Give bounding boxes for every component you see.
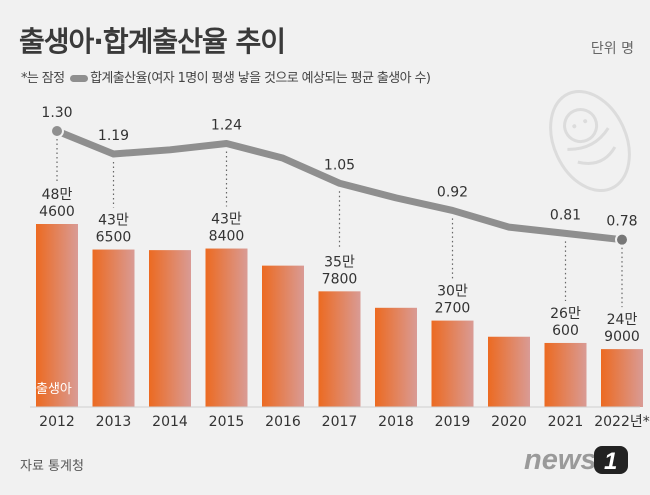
svg-text:news: news bbox=[524, 444, 597, 476]
bar-2018 bbox=[375, 307, 417, 407]
x-tick-label: 2019 bbox=[435, 414, 471, 430]
legend-line-label: 합계출산율(여자 1명이 평생 낳을 것으로 예상되는 평균 출생아 수) bbox=[90, 71, 431, 86]
x-tick-label: 2015 bbox=[209, 414, 245, 430]
x-tick-label: 2012 bbox=[39, 414, 75, 430]
unit-label: 단위 명 bbox=[590, 41, 634, 57]
bar-2017 bbox=[318, 291, 361, 407]
legend-line-swatch bbox=[70, 75, 89, 82]
rate-value-label: 1.19 bbox=[98, 128, 129, 144]
x-tick-label: 2021 bbox=[548, 414, 584, 430]
bar-value-label: 48만 4600 bbox=[39, 187, 75, 220]
svg-text:1: 1 bbox=[604, 448, 617, 475]
bar-2021 bbox=[544, 342, 587, 407]
bar-value-label: 35만 7800 bbox=[322, 254, 358, 287]
legend-note: *는 잠정 bbox=[21, 71, 65, 86]
fertility-rate-line bbox=[53, 127, 626, 244]
bar-2019 bbox=[431, 320, 474, 407]
rate-value-label: 0.81 bbox=[550, 207, 581, 223]
bar-value-label: 24만 9000 bbox=[604, 312, 640, 345]
source-note: 자료 통계청 bbox=[20, 459, 84, 474]
x-tick-label: 2014 bbox=[152, 414, 188, 430]
line-start-point bbox=[50, 124, 64, 138]
x-tick-label: 2013 bbox=[96, 414, 132, 430]
x-tick-label: 2018 bbox=[378, 414, 414, 430]
bar-2015 bbox=[205, 248, 248, 407]
rate-value-label: 1.30 bbox=[41, 105, 72, 121]
x-tick-label: 2016 bbox=[265, 414, 301, 430]
rate-value-label: 0.92 bbox=[437, 184, 468, 200]
rate-value-label: 1.05 bbox=[324, 157, 355, 173]
bar-2022년* bbox=[601, 349, 643, 407]
bar-value-label: 26만 600 bbox=[550, 306, 581, 339]
rate-value-label: 0.78 bbox=[606, 214, 637, 230]
x-tick-label: 2022년* bbox=[594, 414, 650, 430]
baby-icon bbox=[549, 89, 631, 193]
rate-value-label: 1.24 bbox=[211, 118, 242, 134]
bar-series-label: 출생아 bbox=[36, 382, 72, 397]
bar-2014 bbox=[149, 250, 191, 407]
bar-2016 bbox=[262, 265, 304, 407]
bar-2013 bbox=[92, 249, 135, 407]
line-end-point bbox=[615, 232, 629, 247]
bar-2020 bbox=[488, 336, 530, 407]
bar-2012 bbox=[36, 224, 78, 407]
news1-logo: news 1 bbox=[524, 444, 628, 476]
bar-value-label: 43만 8400 bbox=[209, 212, 245, 245]
bar-value-label: 30만 2700 bbox=[435, 284, 471, 317]
x-tick-label: 2017 bbox=[322, 414, 358, 430]
x-tick-label: 2020 bbox=[491, 414, 527, 430]
bar-value-label: 43만 6500 bbox=[96, 213, 132, 246]
legend: *는 잠정 합계출산율(여자 1명이 평생 낳을 것으로 예상되는 평균 출생아… bbox=[21, 67, 431, 86]
chart-title: 출생아·합계출산율 추이 bbox=[19, 25, 286, 58]
